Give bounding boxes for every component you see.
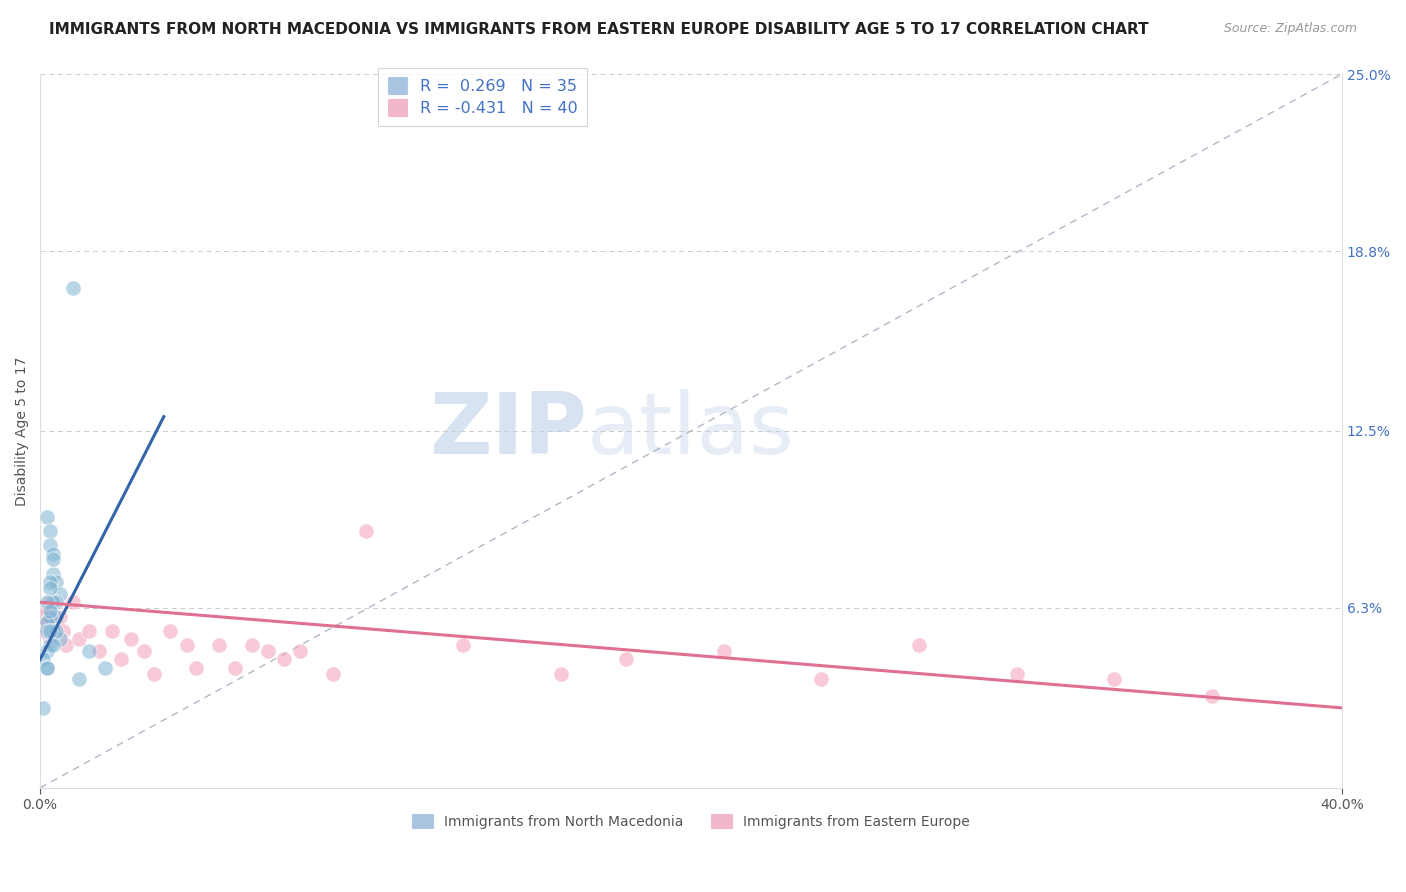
Point <box>55 638 77 652</box>
Point <box>550 666 572 681</box>
Point <box>32 609 55 624</box>
Point <box>908 638 931 652</box>
Point <box>159 624 181 638</box>
Point <box>45 615 67 630</box>
Point <box>42 624 65 638</box>
Point <box>1201 690 1223 704</box>
Point <box>32 652 55 666</box>
Point <box>42 547 65 561</box>
Point <box>451 638 474 652</box>
Point <box>143 666 166 681</box>
Point <box>32 624 55 638</box>
Point <box>67 632 90 647</box>
Point <box>38 581 60 595</box>
Text: IMMIGRANTS FROM NORTH MACEDONIA VS IMMIGRANTS FROM EASTERN EUROPE DISABILITY AGE: IMMIGRANTS FROM NORTH MACEDONIA VS IMMIG… <box>49 22 1149 37</box>
Point <box>45 624 67 638</box>
Point <box>257 644 280 658</box>
Point <box>273 652 295 666</box>
Point <box>45 595 67 609</box>
Point <box>35 509 58 524</box>
Point <box>42 566 65 581</box>
Point <box>176 638 198 652</box>
Point <box>38 604 60 618</box>
Point <box>35 661 58 675</box>
Point <box>42 624 65 638</box>
Point <box>48 587 70 601</box>
Point <box>186 661 208 675</box>
Point <box>87 644 110 658</box>
Point <box>48 609 70 624</box>
Point <box>290 644 312 658</box>
Point <box>42 595 65 609</box>
Point <box>35 604 58 618</box>
Text: ZIP: ZIP <box>429 390 586 473</box>
Point <box>94 661 117 675</box>
Point <box>67 673 90 687</box>
Point <box>38 624 60 638</box>
Point <box>120 632 142 647</box>
Point <box>62 595 84 609</box>
Point <box>224 661 246 675</box>
Point <box>354 524 377 538</box>
Point <box>48 632 70 647</box>
Point <box>42 638 65 652</box>
Point <box>38 595 60 609</box>
Point <box>38 638 60 652</box>
Point <box>35 624 58 638</box>
Point <box>100 624 122 638</box>
Point <box>77 644 100 658</box>
Point <box>38 524 60 538</box>
Point <box>134 644 156 658</box>
Point <box>45 609 67 624</box>
Point <box>1102 673 1125 687</box>
Point <box>38 538 60 552</box>
Point <box>614 652 637 666</box>
Point <box>35 595 58 609</box>
Point <box>713 644 735 658</box>
Text: atlas: atlas <box>586 390 794 473</box>
Y-axis label: Disability Age 5 to 17: Disability Age 5 to 17 <box>15 356 30 506</box>
Point <box>35 615 58 630</box>
Point <box>38 575 60 590</box>
Point <box>35 644 58 658</box>
Point <box>208 638 231 652</box>
Point <box>35 661 58 675</box>
Point <box>1005 666 1028 681</box>
Point <box>32 701 55 715</box>
Point <box>240 638 263 652</box>
Text: Source: ZipAtlas.com: Source: ZipAtlas.com <box>1223 22 1357 36</box>
Point <box>62 281 84 295</box>
Point <box>35 615 58 630</box>
Point <box>810 673 832 687</box>
Point <box>77 624 100 638</box>
Point <box>110 652 132 666</box>
Point <box>38 609 60 624</box>
Point <box>322 666 344 681</box>
Legend: Immigrants from North Macedonia, Immigrants from Eastern Europe: Immigrants from North Macedonia, Immigra… <box>406 808 976 834</box>
Point <box>42 624 65 638</box>
Point <box>52 624 75 638</box>
Point <box>45 575 67 590</box>
Point <box>38 632 60 647</box>
Point <box>42 552 65 566</box>
Point <box>38 624 60 638</box>
